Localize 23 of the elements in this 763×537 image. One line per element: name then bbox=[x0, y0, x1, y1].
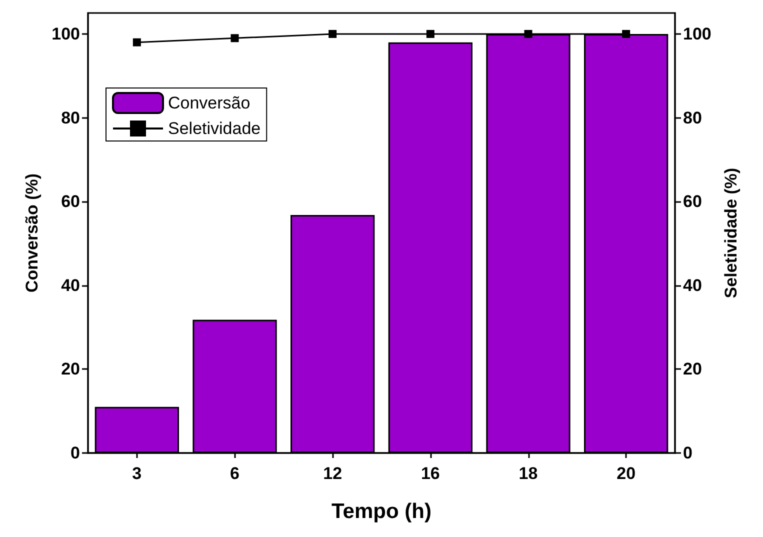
y2-tick-label: 20 bbox=[683, 360, 702, 379]
y-tick-label: 0 bbox=[70, 444, 80, 462]
y2-axis-title: Seletividade (%) bbox=[721, 168, 740, 298]
y-tick-label: 60 bbox=[61, 192, 80, 212]
y2-tick-label: 0 bbox=[683, 444, 692, 462]
y2-tick-label: 40 bbox=[683, 276, 702, 295]
legend-label: Seletividade bbox=[168, 119, 261, 138]
y-axis-title: Conversão (%) bbox=[22, 173, 42, 293]
legend-label: Conversão bbox=[168, 94, 250, 112]
y2-tick-label: 60 bbox=[683, 192, 702, 212]
x-tick-label: 3 bbox=[132, 464, 142, 483]
x-tick-label: 20 bbox=[616, 464, 636, 483]
y-tick-label: 100 bbox=[52, 24, 80, 44]
x-axis-title: Tempo (h) bbox=[332, 500, 432, 523]
y-tick-label: 40 bbox=[61, 276, 80, 295]
y-tick-label: 20 bbox=[61, 360, 80, 379]
y-tick-label: 80 bbox=[61, 108, 80, 128]
y2-tick-label: 100 bbox=[683, 24, 712, 44]
x-tick-label: 6 bbox=[230, 464, 240, 483]
x-tick-label: 16 bbox=[420, 464, 440, 483]
x-tick-label: 18 bbox=[518, 464, 538, 483]
y2-tick-label: 80 bbox=[683, 108, 702, 128]
x-tick-label: 12 bbox=[323, 464, 342, 483]
